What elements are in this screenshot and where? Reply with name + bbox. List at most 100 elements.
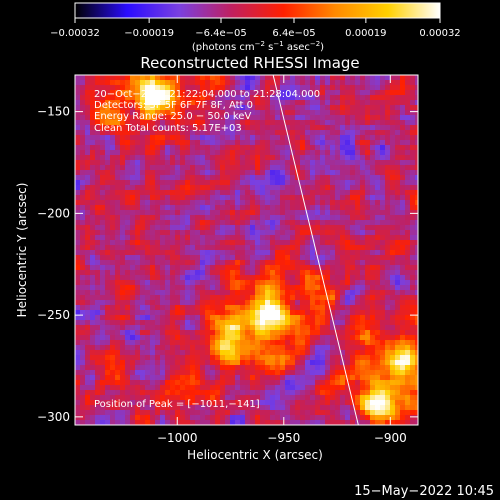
- heatmap-cell: [380, 125, 386, 131]
- heatmap-cell: [145, 100, 151, 106]
- heatmap-cell: [160, 315, 166, 321]
- heatmap-cell: [255, 390, 261, 396]
- heatmap-cell: [95, 300, 101, 306]
- heatmap-cell: [120, 370, 126, 376]
- heatmap-cell: [370, 370, 376, 376]
- heatmap-cell: [170, 215, 176, 221]
- heatmap-cell: [110, 355, 116, 361]
- heatmap-cell: [325, 150, 331, 156]
- heatmap-cell: [285, 215, 291, 221]
- heatmap-cell: [295, 400, 301, 406]
- heatmap-cell: [225, 310, 231, 316]
- heatmap-cell: [170, 155, 176, 161]
- heatmap-cell: [255, 210, 261, 216]
- heatmap-cell: [195, 225, 201, 231]
- heatmap-cell: [155, 420, 161, 425]
- heatmap-cell: [240, 400, 246, 406]
- heatmap-cell: [115, 175, 121, 181]
- heatmap-cell: [415, 305, 418, 311]
- heatmap-cell: [90, 170, 96, 176]
- heatmap-cell: [110, 415, 116, 421]
- heatmap-cell: [280, 310, 286, 316]
- heatmap-cell: [110, 385, 116, 391]
- heatmap-cell: [145, 110, 151, 116]
- heatmap-cell: [240, 320, 246, 326]
- heatmap-cell: [190, 190, 196, 196]
- heatmap-cell: [225, 300, 231, 306]
- heatmap-cell: [165, 250, 171, 256]
- heatmap-cell: [395, 385, 401, 391]
- heatmap-cell: [250, 165, 256, 171]
- heatmap-cell: [405, 330, 411, 336]
- heatmap-cell: [200, 235, 206, 241]
- heatmap-cell: [270, 255, 276, 261]
- heatmap-cell: [235, 295, 241, 301]
- heatmap-cell: [260, 390, 266, 396]
- heatmap-cell: [365, 215, 371, 221]
- heatmap-cell: [410, 95, 416, 101]
- heatmap-cell: [370, 385, 376, 391]
- heatmap-cell: [365, 250, 371, 256]
- heatmap-cell: [235, 210, 241, 216]
- heatmap-cell: [135, 345, 141, 351]
- heatmap-cell: [300, 260, 306, 266]
- heatmap-cell: [335, 205, 341, 211]
- heatmap-cell: [215, 130, 221, 136]
- heatmap-cell: [230, 335, 236, 341]
- heatmap-cell: [120, 200, 126, 206]
- heatmap-cell: [270, 215, 276, 221]
- heatmap-cell: [75, 275, 81, 281]
- heatmap-cell: [275, 335, 281, 341]
- heatmap-cell: [155, 210, 161, 216]
- heatmap-cell: [245, 265, 251, 271]
- heatmap-cell: [115, 285, 121, 291]
- heatmap-cell: [90, 370, 96, 376]
- heatmap-cell: [160, 270, 166, 276]
- heatmap-cell: [175, 205, 181, 211]
- heatmap-cell: [145, 205, 151, 211]
- heatmap-cell: [395, 85, 401, 91]
- heatmap-cell: [245, 360, 251, 366]
- heatmap-cell: [415, 255, 418, 261]
- heatmap-cell: [210, 280, 216, 286]
- annotation-energy: Energy Range: 25.0 − 50.0 keV: [94, 111, 251, 122]
- heatmap-cell: [310, 405, 316, 411]
- heatmap-cell: [190, 100, 196, 106]
- heatmap-cell: [280, 165, 286, 171]
- heatmap-cell: [110, 80, 116, 86]
- heatmap-cell: [335, 240, 341, 246]
- heatmap-cell: [380, 340, 386, 346]
- heatmap-cell: [330, 370, 336, 376]
- heatmap-cell: [335, 95, 341, 101]
- heatmap-cell: [290, 330, 296, 336]
- heatmap-cell: [355, 375, 361, 381]
- heatmap-cell: [180, 420, 186, 425]
- heatmap-cell: [320, 360, 326, 366]
- heatmap-cell: [75, 95, 81, 101]
- heatmap-cell: [250, 395, 256, 401]
- heatmap-cell: [385, 95, 391, 101]
- heatmap-cell: [295, 125, 301, 131]
- annotation-counts: Clean Total counts: 5.17E+03: [94, 123, 242, 134]
- heatmap-cell: [135, 390, 141, 396]
- heatmap-cell: [115, 385, 121, 391]
- heatmap-cell: [225, 135, 231, 141]
- heatmap-cell: [235, 260, 241, 266]
- heatmap-cell: [225, 230, 231, 236]
- heatmap-cell: [190, 305, 196, 311]
- heatmap-cell: [280, 305, 286, 311]
- heatmap-cell: [105, 155, 111, 161]
- heatmap-cell: [375, 75, 381, 81]
- heatmap-cell: [285, 160, 291, 166]
- heatmap-cell: [310, 295, 316, 301]
- heatmap-cell: [105, 340, 111, 346]
- heatmap-cell: [385, 110, 391, 116]
- heatmap-cell: [395, 275, 401, 281]
- heatmap-cell: [185, 270, 191, 276]
- heatmap-cell: [415, 290, 418, 296]
- heatmap-cell: [410, 385, 416, 391]
- heatmap-cell: [150, 390, 156, 396]
- heatmap-cell: [200, 150, 206, 156]
- heatmap-cell: [345, 330, 351, 336]
- heatmap-cell: [400, 215, 406, 221]
